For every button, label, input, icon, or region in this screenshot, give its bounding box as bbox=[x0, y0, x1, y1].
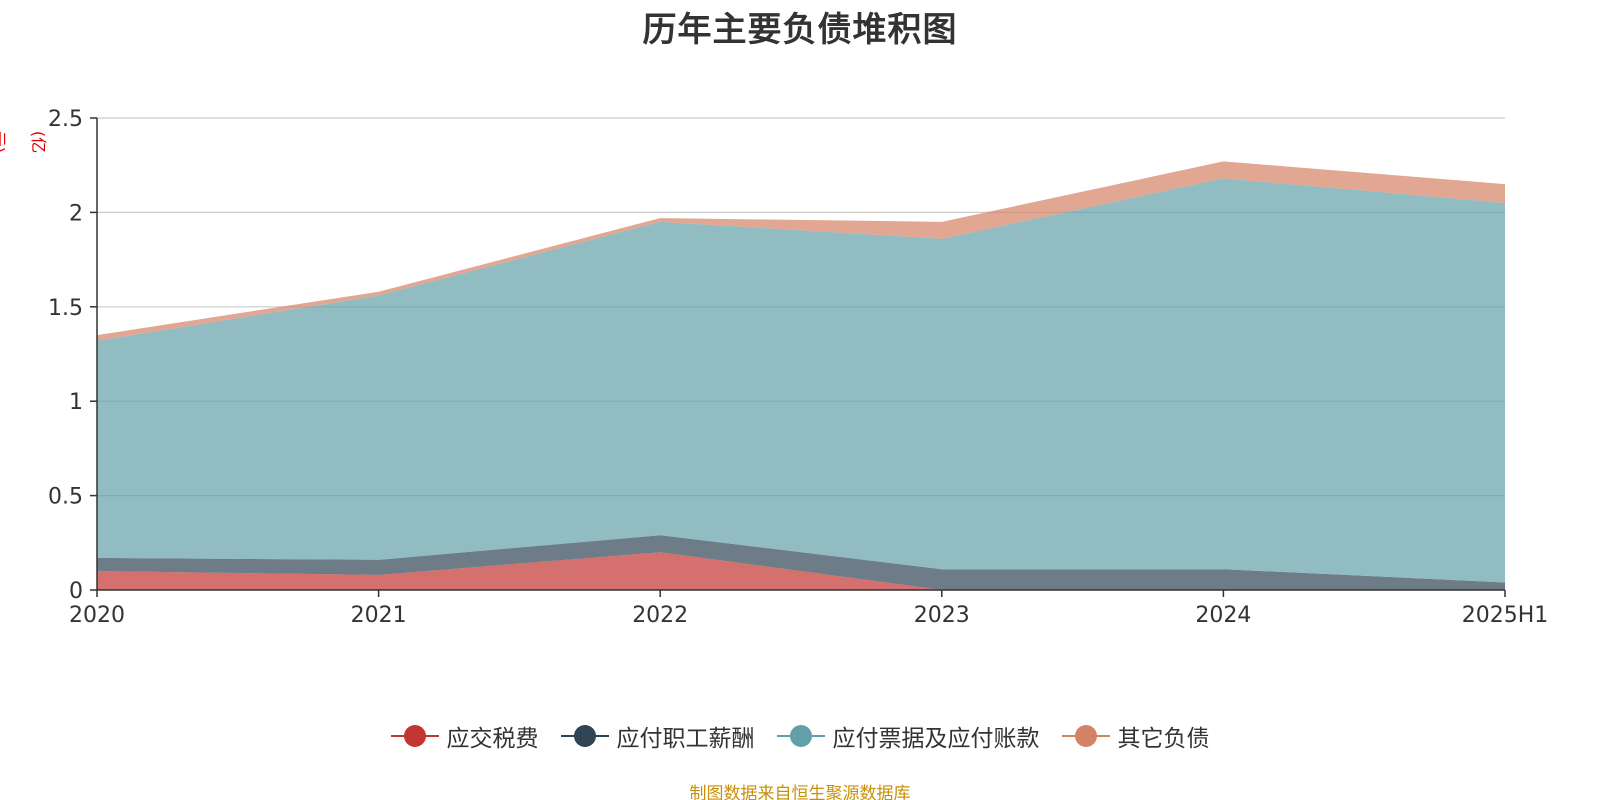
legend-item-2[interactable]: 应付职工薪酬 bbox=[560, 719, 755, 753]
y-tick-label-0: 0 bbox=[69, 579, 83, 604]
legend-label: 应付职工薪酬 bbox=[616, 726, 755, 752]
x-tick-label-2: 2022 bbox=[632, 603, 688, 628]
area-4[interactable] bbox=[97, 161, 1505, 341]
y-tick-label-2: 1 bbox=[69, 390, 83, 415]
chart-title: 历年主要负债堆积图 bbox=[642, 10, 958, 50]
legend-marker-icon bbox=[1061, 724, 1110, 748]
x-tick-label-5: 2025H1 bbox=[1462, 603, 1549, 628]
legend: 应交税费 应付职工薪酬 应付票据及应付账款 其它负债 bbox=[0, 718, 1600, 754]
x-tick-label-1: 2021 bbox=[351, 603, 407, 628]
source-note: 制图数据来自恒生聚源数据库 bbox=[689, 784, 911, 800]
legend-marker-icon bbox=[390, 724, 439, 748]
y-tick-label-1: 0.5 bbox=[48, 485, 83, 510]
y-tick-label-3: 1.5 bbox=[48, 296, 83, 321]
legend-item-4[interactable]: 其它负债 bbox=[1061, 719, 1210, 753]
area-2[interactable] bbox=[97, 535, 1505, 590]
chart-plot: 0 0.5 1 1.5 2 2.5 2020 2021 2022 2023 2024 2025H1 bbox=[48, 107, 1548, 628]
area-3[interactable] bbox=[97, 178, 1505, 583]
axes: 0 0.5 1 1.5 2 2.5 2020 2021 2022 2023 2024 2025H1 bbox=[48, 107, 1548, 628]
legend-marker-icon bbox=[776, 724, 825, 748]
legend-label: 其它负债 bbox=[1117, 726, 1210, 752]
x-tick-label-4: 2024 bbox=[1195, 603, 1251, 628]
area-series bbox=[97, 161, 1505, 590]
legend-item-3[interactable]: 应付票据及应付账款 bbox=[776, 719, 1040, 753]
legend-label: 应交税费 bbox=[446, 726, 539, 752]
legend-label: 应付票据及应付账款 bbox=[832, 726, 1040, 752]
legend-marker-icon bbox=[560, 724, 609, 748]
x-tick-label-3: 2023 bbox=[914, 603, 970, 628]
y-tick-label-5: 2.5 bbox=[48, 107, 83, 132]
y-tick-label-4: 2 bbox=[69, 201, 83, 226]
x-tick-label-0: 2020 bbox=[69, 603, 125, 628]
legend-item-1[interactable]: 应交税费 bbox=[390, 719, 539, 753]
